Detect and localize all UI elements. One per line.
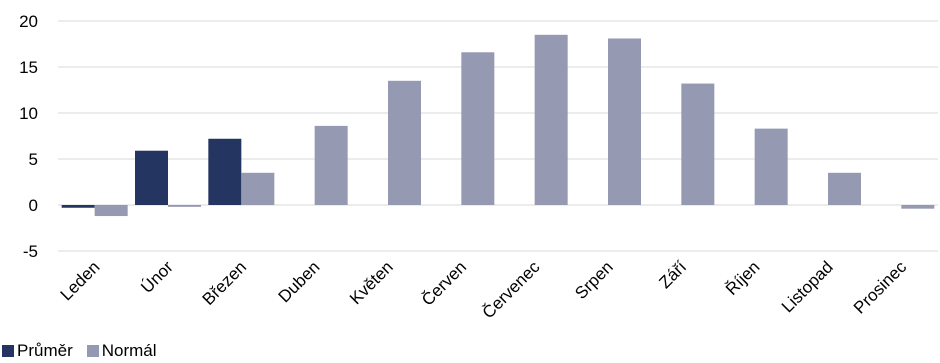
y-tick-label: -5 — [23, 242, 38, 261]
x-tick-label: Listopad — [778, 257, 837, 316]
bar-normal-3 — [314, 125, 348, 205]
bar-prumer-2 — [208, 138, 242, 205]
x-tick-label: Září — [655, 257, 690, 292]
x-tick-label: Prosinec — [850, 257, 911, 318]
x-tick-label: Květen — [346, 257, 397, 308]
x-tick-label: Červenec — [479, 257, 544, 322]
y-tick-label: 20 — [19, 12, 38, 31]
bar-normal-11 — [901, 205, 935, 209]
x-tick-label: Červen — [418, 257, 470, 309]
bar-prumer-1 — [135, 150, 168, 205]
y-tick-label: 5 — [29, 150, 38, 169]
bar-prumer-0 — [61, 205, 95, 208]
bar-normal-5 — [461, 52, 495, 205]
legend-swatch-normal — [86, 345, 99, 357]
y-tick-label: 15 — [19, 58, 38, 77]
legend-label-prumer: Průměr — [17, 341, 73, 360]
y-tick-label: 10 — [19, 104, 38, 123]
x-tick-label: Říjen — [722, 257, 763, 298]
x-tick-label: Duben — [275, 257, 324, 306]
bar-normal-8 — [681, 83, 715, 205]
x-tick-label: Srpen — [571, 257, 617, 303]
bar-normal-9 — [754, 128, 788, 205]
bar-normal-7 — [608, 38, 641, 206]
legend: Průměr Normál — [2, 341, 171, 361]
bar-normal-0 — [94, 205, 128, 217]
bar-normal-10 — [828, 172, 861, 205]
y-tick-label: 0 — [29, 196, 38, 215]
legend-swatch-prumer — [2, 345, 14, 357]
x-tick-label: Únor — [137, 257, 177, 297]
legend-label-normal: Normál — [101, 341, 157, 360]
bar-normal-2 — [241, 172, 275, 205]
x-tick-label: Leden — [57, 257, 104, 304]
legend-item-normal: Normál — [86, 341, 157, 361]
legend-item-prumer: Průměr — [2, 341, 73, 361]
x-tick-label: Březen — [199, 257, 251, 309]
bar-normal-1 — [168, 205, 201, 207]
bar-normal-4 — [388, 80, 421, 205]
chart-plot: -5 0 5 10 15 20 Leden Únor Březen Duben Květen Červ… — [19, 12, 938, 322]
bar-normal-6 — [534, 34, 568, 205]
